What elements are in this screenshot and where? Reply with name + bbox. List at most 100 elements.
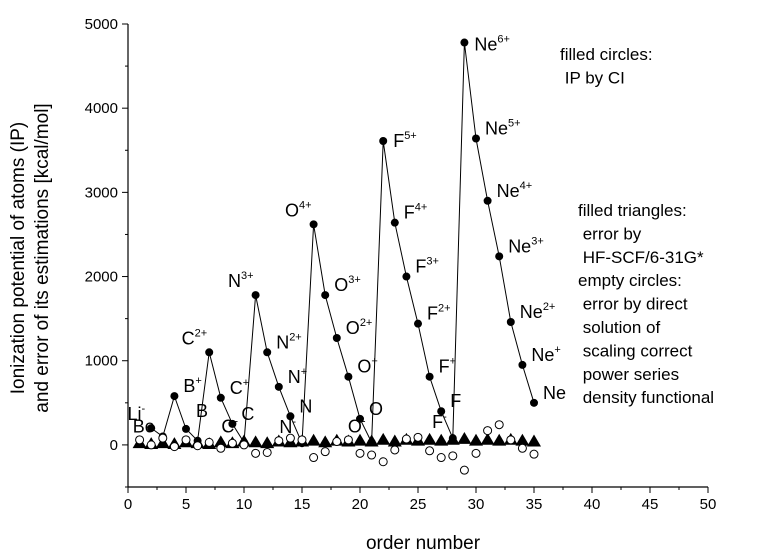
y-tick-label: 0 — [110, 437, 118, 454]
hf-error-point — [387, 434, 402, 447]
dft-error-point — [297, 435, 307, 445]
x-tick-label: 50 — [700, 496, 717, 513]
x-tick-label: 0 — [124, 496, 132, 513]
dft-error-point — [517, 443, 527, 453]
point-label: C2+ — [182, 327, 208, 348]
ip-point — [263, 348, 272, 357]
dft-error-point — [332, 437, 342, 447]
point-labels: Li-Be B+ B C2+ C+ CC- N3+ N2+ N+ NN- O4+ O3+ O2+ O+ OO… — [128, 34, 567, 438]
dft-error-point — [216, 443, 226, 453]
point-label: C — [241, 404, 254, 424]
point-label: C- — [221, 415, 238, 436]
x-axis-title: order number — [366, 533, 481, 554]
x-tick-label: 30 — [468, 496, 485, 513]
dft-error-point — [401, 434, 411, 444]
ip-point — [379, 137, 388, 146]
y-tick-label: 1000 — [85, 353, 118, 370]
dft-error-point — [506, 435, 516, 445]
x-tick-label: 5 — [182, 496, 190, 513]
dft-error-point — [251, 448, 261, 458]
point-label: Ne5+ — [485, 117, 521, 138]
dft-error-point — [390, 445, 400, 455]
ip-point — [506, 318, 515, 327]
ip-point — [518, 360, 527, 369]
ip-point — [216, 393, 225, 402]
point-label: O+ — [357, 356, 377, 377]
dft-error-point — [355, 448, 365, 458]
hf-error-point — [434, 433, 449, 446]
ip-point — [321, 291, 330, 300]
point-label: Li- — [128, 403, 146, 424]
point-label: N2+ — [276, 331, 302, 352]
ip-point — [228, 419, 237, 428]
ip-point — [483, 196, 492, 205]
hf-error-point — [515, 433, 530, 446]
hf-error-point — [457, 432, 472, 444]
point-label: O4+ — [285, 199, 312, 220]
point-label: B — [196, 401, 208, 421]
y-axis-title: Ionization potential of atoms (IP) — [8, 122, 29, 394]
dft-error-point — [378, 457, 388, 467]
ip-point — [170, 392, 179, 401]
axes: 0 5 10 15 20 25 30 35 40 45 50 0 1000 2000 3000 4000 500… — [8, 16, 716, 554]
hf-error-point — [376, 432, 391, 445]
x-tick-label: 15 — [294, 496, 311, 513]
point-label: N — [299, 396, 312, 416]
dft-error-point — [367, 450, 377, 460]
hf-error-point — [353, 433, 367, 446]
dft-error-point — [227, 438, 237, 448]
ip-point — [402, 272, 411, 281]
y-tick-label: 2000 — [85, 269, 118, 286]
y-axis-title: and error of its estimations [kcal/mol] — [32, 103, 53, 412]
hf-error-point — [213, 435, 228, 448]
x-tick-label: 40 — [584, 496, 601, 513]
dft-error-point — [425, 446, 435, 456]
point-label: O- — [348, 415, 366, 436]
series-lines — [150, 42, 535, 444]
dft-error-point — [204, 437, 214, 447]
dft-error-point — [459, 465, 469, 475]
dft-error-point — [309, 453, 319, 463]
point-label: Ne6+ — [474, 34, 510, 55]
point-label: O2+ — [346, 317, 373, 338]
ip-point — [425, 372, 434, 381]
dft-error-point — [471, 448, 481, 458]
dft-error-point — [158, 433, 168, 443]
y-tick-label: 4000 — [85, 100, 118, 117]
x-tick-label: 10 — [236, 496, 253, 513]
hf-error-point — [318, 435, 333, 448]
ip-point — [437, 407, 446, 416]
x-tick-label: 35 — [526, 496, 543, 513]
dft-error-point — [529, 449, 539, 459]
point-label: O — [369, 399, 383, 419]
ip-point — [205, 348, 214, 357]
ip-point — [251, 291, 260, 300]
ip-point — [460, 38, 469, 47]
point-label: Ne3+ — [508, 235, 544, 256]
dft-error-point — [285, 433, 295, 443]
markers — [132, 38, 541, 475]
annotation-text: filled circles: IP by CI — [560, 45, 653, 87]
dft-error-point — [135, 435, 145, 445]
point-label: Ne+ — [531, 344, 560, 365]
dft-error-point — [320, 447, 330, 457]
dft-error-point — [343, 435, 353, 445]
point-label: N+ — [288, 366, 307, 387]
point-label: F — [450, 391, 461, 411]
ip-point — [182, 424, 190, 433]
ip-point — [286, 412, 295, 421]
dft-error-point — [169, 442, 179, 452]
dft-error-point — [483, 426, 493, 436]
point-label: F+ — [439, 356, 456, 377]
hf-error-point — [364, 434, 379, 447]
hf-error-point — [422, 432, 437, 445]
ip-point — [344, 372, 353, 381]
point-label: F3+ — [415, 256, 439, 277]
ip-point — [147, 424, 156, 433]
x-tick-label: 25 — [410, 496, 427, 513]
point-label: Ne2+ — [520, 301, 556, 322]
point-label: Be — [133, 416, 155, 436]
hf-error-point — [480, 432, 495, 445]
dft-error-point — [181, 435, 191, 445]
annotations: filled circles: IP by CI filled triangles… — [560, 45, 714, 407]
